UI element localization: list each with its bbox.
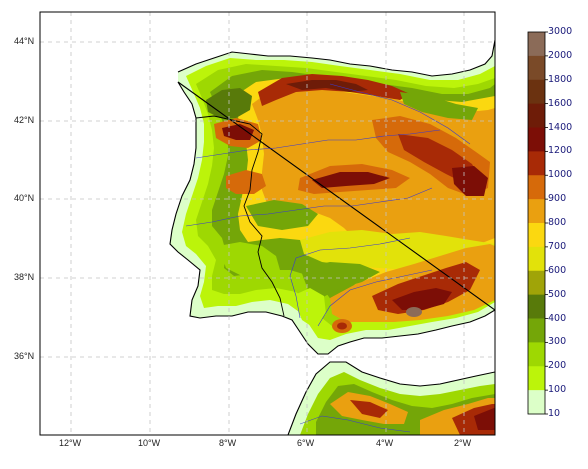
colorbar-label: 200 [548, 360, 567, 372]
lon-label-2w: 2°W [454, 438, 472, 448]
colorbar-swatch [528, 318, 545, 343]
colorbar-label: 3000 [548, 26, 573, 37]
lon-label-4w: 4°W [376, 438, 394, 448]
colorbar-swatch [528, 270, 545, 296]
terrain-layer [169, 39, 495, 435]
lon-label-8w: 8°W [219, 438, 237, 448]
iberia-coastline [169, 39, 495, 355]
colorbar-label: 700 [548, 240, 567, 252]
colorbar-swatch [528, 79, 545, 105]
lat-label-38n: 38°N [14, 272, 35, 282]
lon-label-10w: 10°W [138, 438, 161, 448]
colorbar-label: 1400 [548, 121, 573, 133]
colorbar-swatch [528, 32, 545, 57]
sierra-nevada-summit [406, 307, 422, 317]
colorbar-label: 2000 [548, 49, 573, 61]
portugal-central-range [226, 170, 266, 194]
colorbar-swatch [528, 342, 545, 367]
colorbar-swatch [528, 366, 545, 391]
colorbar-label: 100 [548, 384, 567, 396]
colorbar-label: 500 [548, 288, 567, 300]
colorbar-swatch [528, 127, 545, 152]
colorbar-label: 300 [548, 336, 567, 348]
lon-label-6w: 6°W [297, 438, 315, 448]
central-system-core [312, 172, 390, 188]
colorbar-swatch [528, 151, 545, 176]
colorbar-swatch [528, 223, 545, 248]
colorbar-label: 900 [548, 193, 567, 205]
colorbar-label: 1200 [548, 145, 573, 157]
lat-label-36n: 36°N [14, 351, 35, 361]
douro-river [195, 129, 441, 159]
colorbar-label: 1800 [548, 73, 573, 85]
colorbar-swatch [528, 246, 545, 272]
colorbar-swatch [528, 55, 545, 81]
lat-label-40n: 40°N [14, 193, 35, 203]
cantabrian-range [258, 74, 410, 106]
tell-atlas-peak [474, 408, 495, 430]
guadalquivir-basin [300, 262, 380, 300]
moulouya-river [299, 415, 411, 433]
gridlines [40, 12, 495, 435]
colorbar-label: 1600 [548, 97, 573, 109]
rif-core [350, 400, 388, 418]
lon-label-12w: 12°W [59, 438, 82, 448]
guadalquivir-lowland [292, 288, 326, 328]
spain-portugal-border [195, 115, 285, 317]
guadiana-river [289, 237, 411, 319]
colorbar-swatch [528, 390, 545, 415]
colorbar [527, 31, 548, 415]
cadiz-hill-core [337, 322, 347, 330]
guadalquivir-river [317, 269, 433, 327]
guadiana-basin [246, 200, 318, 230]
colorbar-label: 400 [548, 312, 567, 324]
portugal-south-plain [218, 242, 280, 276]
sierra-nevada [392, 288, 452, 310]
ebro-basin [400, 92, 478, 120]
colorbar-swatch [528, 294, 545, 319]
colorbar-label: 1000 [548, 169, 573, 181]
tagus-river [185, 187, 433, 227]
cantabrian-peaks [286, 80, 368, 92]
leon-ranges-core [222, 124, 254, 140]
africa-coastline [287, 361, 495, 435]
colorbar-label: 800 [548, 217, 567, 228]
colorbar-label: 10 [548, 408, 561, 419]
colorbar-swatch [528, 199, 545, 224]
colorbar-swatch [528, 103, 545, 128]
ebro-river [329, 83, 471, 145]
lat-label-42n: 42°N [14, 115, 35, 125]
iberian-system-peak [452, 166, 488, 196]
colorbar-swatch [528, 175, 545, 200]
map-frame [39, 11, 496, 436]
colorbar-label: 600 [548, 264, 567, 276]
lat-label-44n: 44°N [14, 36, 35, 46]
